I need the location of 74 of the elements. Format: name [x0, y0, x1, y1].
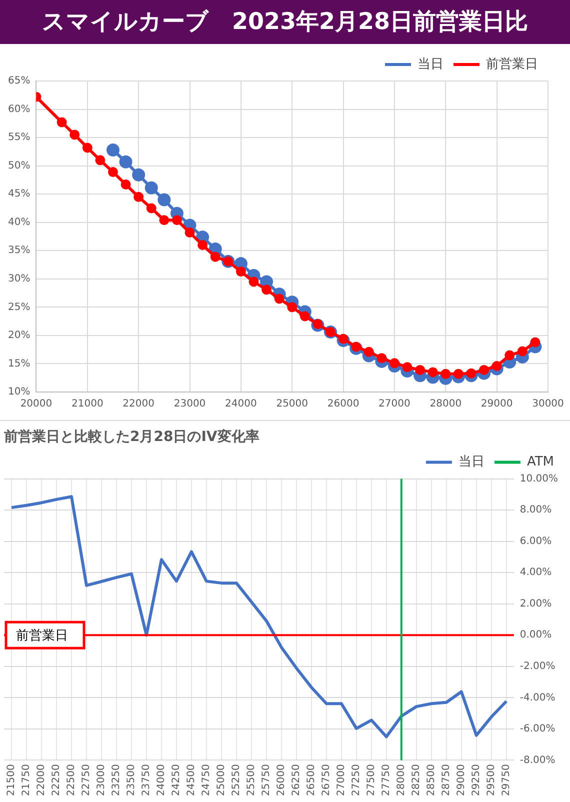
x-tick-label: 25250 [231, 764, 242, 796]
y-tick-label: 60% [8, 104, 30, 115]
x-tick-label: 24750 [201, 764, 212, 796]
x-tick-label: 28000 [396, 764, 407, 796]
legend-label: 前営業日 [486, 56, 538, 72]
x-tick-label: 28500 [426, 764, 437, 796]
chart-title: 前営業日と比較した2月28日のIV変化率 [3, 428, 260, 446]
y-tick-label: 50% [8, 160, 30, 172]
x-tick-label: 29500 [486, 764, 497, 796]
x-tick-label: 21750 [21, 764, 32, 796]
y-tick-label: 55% [8, 132, 30, 144]
y-tick-label: 25% [8, 302, 30, 313]
x-tick-label: 29750 [500, 764, 512, 796]
y-tick-label: 35% [8, 245, 30, 256]
x-tick-label: 26000 [327, 398, 360, 410]
x-tick-label: 21500 [6, 764, 18, 796]
x-tick-label: 23250 [111, 764, 122, 796]
x-tick-label: 24000 [225, 398, 257, 410]
x-tick-label: 26250 [291, 764, 302, 796]
y-tick-label: 4.00% [520, 567, 552, 578]
x-tick-label: 30000 [532, 398, 564, 410]
y-tick-label: 15% [8, 358, 30, 370]
x-tick-label: 27000 [378, 398, 410, 410]
x-tick-label: 29000 [480, 398, 513, 410]
x-tick-label: 20000 [20, 398, 52, 410]
y-tick-label: 20% [8, 330, 30, 342]
x-tick-label: 23750 [141, 764, 152, 796]
y-tick-label: -2.00% [520, 660, 556, 672]
x-tick-label: 24250 [171, 764, 182, 796]
legend-label: ATM [526, 454, 554, 470]
y-tick-label: -4.00% [520, 692, 556, 704]
x-tick-label: 28000 [430, 398, 462, 410]
x-tick-label: 27000 [336, 764, 348, 796]
x-tick-label: 23500 [126, 764, 138, 796]
x-tick-label: 23000 [174, 398, 206, 410]
y-tick-label: 2.00% [520, 598, 552, 610]
chart-title: スマイルカーブ 2023年2月28日前営業日比 [0, 0, 570, 44]
x-tick-label: 27750 [380, 764, 392, 796]
x-tick-label: 22000 [122, 398, 154, 410]
y-tick-label: 10% [8, 386, 30, 398]
x-tick-label: 24500 [186, 764, 198, 796]
legend-label: 当日 [458, 454, 484, 470]
y-tick-label: 40% [8, 216, 30, 228]
y-tick-label: 45% [8, 188, 30, 200]
x-tick-label: 25750 [261, 764, 272, 796]
y-tick-label: -6.00% [520, 724, 556, 735]
x-tick-label: 25000 [216, 764, 228, 796]
x-tick-label: 23000 [96, 764, 108, 796]
y-tick-label: -8.00% [520, 754, 556, 766]
x-tick-label: 26750 [321, 764, 332, 796]
x-tick-label: 22750 [81, 764, 92, 796]
x-tick-label: 26000 [276, 764, 288, 796]
x-tick-label: 27500 [366, 764, 377, 796]
x-tick-label: 22000 [36, 764, 48, 796]
x-tick-label: 22500 [66, 764, 78, 796]
y-tick-label: 65% [8, 76, 30, 87]
ref-line-label: 前営業日 [16, 628, 68, 644]
x-tick-label: 29250 [470, 764, 482, 796]
x-tick-label: 25500 [246, 764, 258, 796]
y-tick-label: 10.00% [520, 473, 558, 484]
y-tick-label: 0.00% [520, 630, 552, 641]
x-tick-label: 26500 [306, 764, 318, 796]
x-tick-label: 28750 [440, 764, 452, 796]
x-tick-label: 29000 [456, 764, 467, 796]
x-tick-label: 28250 [410, 764, 422, 796]
y-tick-label: 30% [8, 274, 30, 285]
x-tick-label: 22250 [51, 764, 62, 796]
legend-label: 当日 [418, 56, 444, 72]
x-tick-label: 27250 [351, 764, 362, 796]
y-tick-label: 8.00% [520, 504, 552, 516]
x-tick-label: 24000 [156, 764, 168, 796]
x-tick-label: 21000 [72, 398, 104, 410]
x-tick-label: 25000 [276, 398, 308, 410]
y-tick-label: 6.00% [520, 536, 552, 547]
